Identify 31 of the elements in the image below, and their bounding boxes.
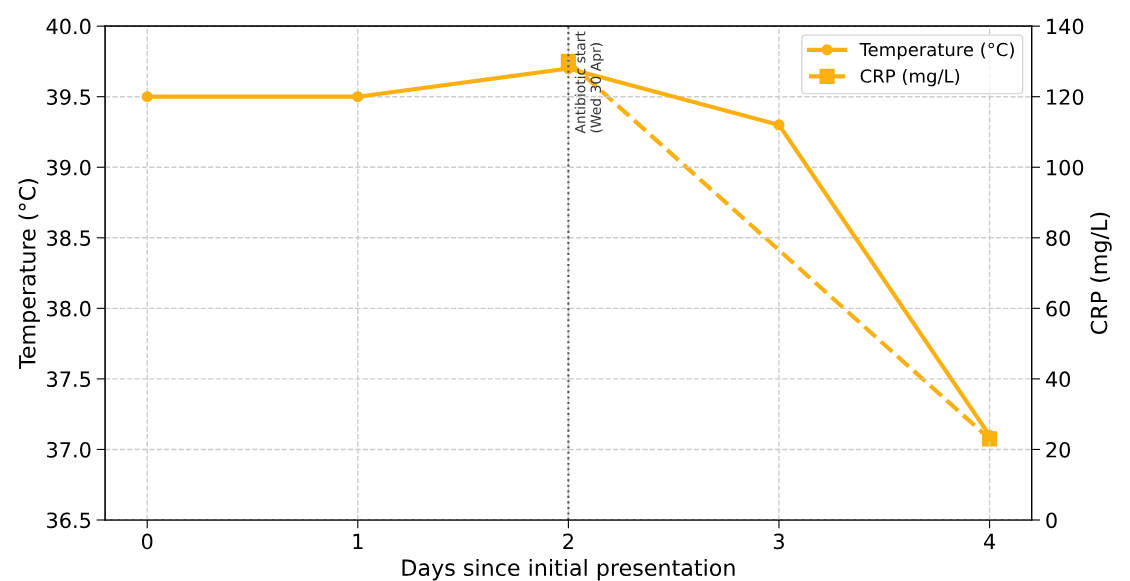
y2-tick-label: 120: [1047, 89, 1084, 105]
x-axis-title: Days since initial presentation: [402, 558, 735, 581]
y-tick-label: 37.5: [47, 371, 91, 388]
y2-tick-label: 140: [1047, 18, 1084, 35]
legend-label: CRP (mg/L): [860, 68, 960, 87]
legend-label: Temperature (°C): [859, 42, 1014, 60]
y-tick-label: 36.5: [47, 512, 91, 529]
x-tick-label: 2: [563, 533, 573, 550]
point: [141, 91, 153, 103]
point: [562, 62, 574, 75]
x-tick-label: 3: [773, 533, 784, 550]
y-tick-label: 37.0: [47, 441, 91, 458]
y2-tick-label: 100: [1047, 159, 1084, 176]
y2-tick-label: 80: [1046, 230, 1071, 247]
y-tick-label: 40.0: [46, 18, 91, 35]
point: [773, 119, 785, 131]
y-tick-label: 39.5: [47, 89, 91, 105]
point: [352, 91, 364, 103]
y2-tick-label: 20: [1046, 441, 1071, 458]
y2-tick-label: 40: [1045, 371, 1071, 388]
y-tick-label: 38.0: [47, 300, 91, 317]
x-tick-label: 0: [141, 533, 153, 550]
y2-axis-title: CRP (mg/L): [1090, 212, 1112, 335]
ref-line-label: Antibiotic start (Wed 30 Apr): [574, 31, 604, 134]
x-tick-label: 1: [353, 533, 363, 550]
x-tick-label: 4: [983, 533, 996, 550]
y-tick-label: 39.0: [47, 159, 91, 176]
y2-tick-label: 60: [1046, 300, 1071, 317]
y-axis-title: Temperature (°C): [18, 179, 40, 370]
y2-tick-label: 0: [1046, 512, 1057, 529]
y-tick-label: 38.5: [47, 230, 91, 247]
